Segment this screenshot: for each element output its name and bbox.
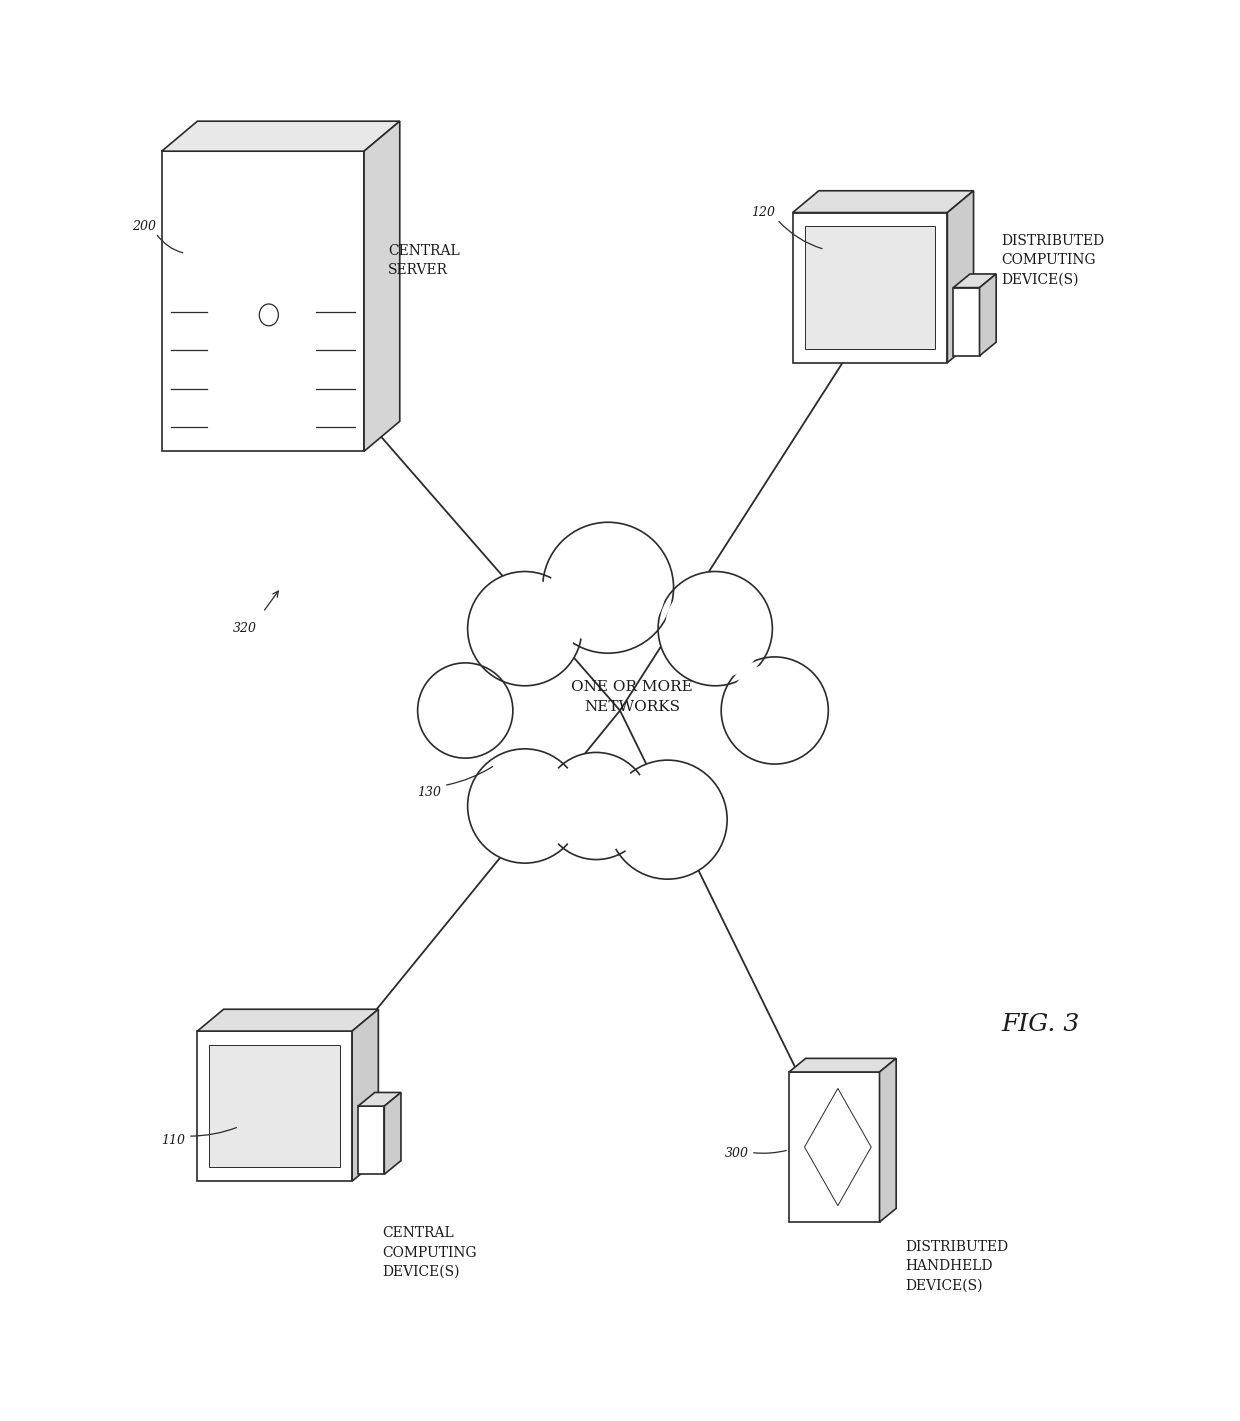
Polygon shape bbox=[980, 274, 996, 355]
Text: 300: 300 bbox=[724, 1147, 749, 1161]
Ellipse shape bbox=[543, 753, 650, 860]
Polygon shape bbox=[792, 213, 947, 362]
Polygon shape bbox=[805, 226, 935, 350]
Text: 200: 200 bbox=[131, 220, 156, 233]
Polygon shape bbox=[161, 151, 365, 452]
Polygon shape bbox=[792, 190, 973, 213]
Polygon shape bbox=[954, 287, 980, 355]
Ellipse shape bbox=[549, 759, 644, 853]
Text: DISTRIBUTED
HANDHELD
DEVICE(S): DISTRIBUTED HANDHELD DEVICE(S) bbox=[905, 1239, 1009, 1293]
Text: FIG. 3: FIG. 3 bbox=[1001, 1013, 1079, 1036]
Ellipse shape bbox=[475, 756, 575, 857]
Polygon shape bbox=[879, 1059, 897, 1222]
Ellipse shape bbox=[608, 760, 727, 880]
Ellipse shape bbox=[467, 749, 582, 863]
Polygon shape bbox=[789, 1059, 897, 1071]
Ellipse shape bbox=[665, 578, 765, 679]
Text: DISTRIBUTED
COMPUTING
DEVICE(S): DISTRIBUTED COMPUTING DEVICE(S) bbox=[1001, 234, 1104, 287]
Ellipse shape bbox=[551, 530, 666, 645]
Polygon shape bbox=[789, 1071, 879, 1222]
Text: CENTRAL
SERVER: CENTRAL SERVER bbox=[388, 243, 460, 277]
Ellipse shape bbox=[728, 664, 822, 757]
Ellipse shape bbox=[722, 657, 828, 764]
Ellipse shape bbox=[475, 578, 575, 679]
Text: ONE OR MORE
NETWORKS: ONE OR MORE NETWORKS bbox=[572, 681, 693, 713]
Text: 110: 110 bbox=[161, 1134, 186, 1147]
Polygon shape bbox=[358, 1106, 384, 1174]
Text: 130: 130 bbox=[418, 786, 441, 799]
Text: CENTRAL
COMPUTING
DEVICE(S): CENTRAL COMPUTING DEVICE(S) bbox=[382, 1226, 476, 1279]
Ellipse shape bbox=[423, 669, 507, 752]
Ellipse shape bbox=[615, 767, 720, 872]
Ellipse shape bbox=[658, 571, 773, 686]
Polygon shape bbox=[954, 274, 996, 287]
Polygon shape bbox=[352, 1009, 378, 1181]
Text: 320: 320 bbox=[233, 622, 257, 635]
Polygon shape bbox=[197, 1032, 352, 1181]
Ellipse shape bbox=[467, 571, 582, 686]
Polygon shape bbox=[197, 1009, 378, 1032]
Ellipse shape bbox=[418, 662, 513, 759]
Polygon shape bbox=[210, 1044, 340, 1168]
Polygon shape bbox=[384, 1093, 401, 1174]
Polygon shape bbox=[358, 1093, 401, 1106]
Polygon shape bbox=[947, 190, 973, 362]
Text: 120: 120 bbox=[751, 206, 775, 219]
Polygon shape bbox=[161, 121, 399, 151]
Polygon shape bbox=[365, 121, 399, 452]
Ellipse shape bbox=[543, 523, 673, 654]
